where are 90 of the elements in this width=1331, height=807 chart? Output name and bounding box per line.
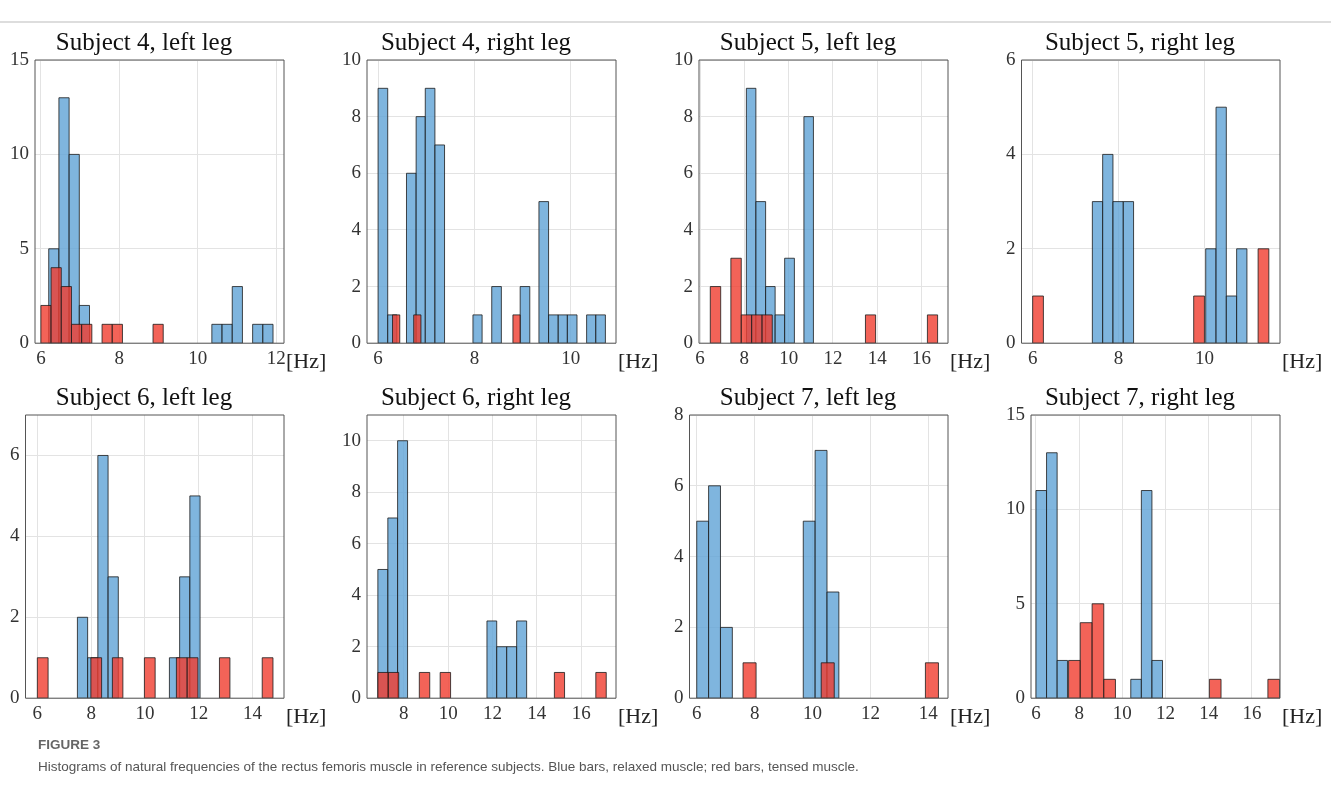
y-tick-label: 6 (674, 473, 684, 495)
chart-title: Subject 6, left leg (55, 382, 233, 410)
chart-title: Subject 6, right leg (380, 382, 572, 410)
x-tick-label: 8 (749, 701, 760, 723)
y-tick-label: 5 (1015, 591, 1025, 613)
x-tick-label: 12 (823, 346, 843, 368)
x-tick-label: 8 (469, 346, 480, 368)
y-tick-label: 10 (342, 47, 361, 69)
x-tick-label: 14 (527, 701, 547, 723)
caption: FIGURE 3 (38, 736, 102, 754)
y-tick-label: 4 (683, 217, 694, 239)
y-tick-label: 0 (351, 331, 361, 353)
y-tick-label: 4 (10, 524, 20, 546)
x-tick-label: 6 (373, 346, 383, 368)
y-tick-label: 6 (10, 443, 20, 465)
x-tick-label: 8 (1074, 701, 1084, 723)
y-tick-label: 8 (351, 480, 361, 502)
x-tick-label: 8 (1113, 346, 1124, 368)
x-axis-title: [Hz] (286, 347, 327, 373)
x-axis-title: [Hz] (1282, 702, 1323, 728)
y-tick-label: 0 (10, 686, 20, 708)
x-axis-title: [Hz] (618, 347, 659, 373)
y-tick-label: 10 (1006, 497, 1025, 519)
x-tick-label: 6 (36, 346, 46, 368)
y-tick-label: 8 (674, 402, 684, 424)
y-tick-label: 2 (1006, 236, 1016, 258)
y-tick-label: 4 (674, 544, 684, 566)
y-tick-label: 2 (674, 615, 684, 637)
x-axis-title: [Hz] (950, 347, 991, 373)
y-tick-label: 6 (683, 161, 693, 183)
x-tick-label: 8 (399, 701, 409, 723)
y-tick-label: 0 (19, 331, 29, 353)
x-tick-label: 12 (860, 701, 880, 723)
x-tick-label: 16 (911, 346, 931, 368)
x-tick-label: 8 (739, 346, 750, 368)
chart-title: Subject 4, right leg (380, 27, 572, 55)
x-tick-label: 14 (867, 346, 888, 368)
y-tick-label: 10 (10, 142, 29, 164)
x-tick-label: 12 (1156, 701, 1176, 723)
y-tick-label: 2 (351, 634, 361, 656)
y-tick-label: 8 (683, 104, 693, 126)
y-tick-label: 4 (351, 217, 362, 239)
y-tick-label: 0 (683, 331, 693, 353)
x-axis-title: [Hz] (618, 702, 659, 728)
x-tick-label: 10 (188, 346, 208, 368)
chart-title: Subject 4, left leg (55, 27, 233, 55)
x-tick-label: 12 (189, 701, 209, 723)
x-tick-label: 6 (1031, 701, 1041, 723)
x-axis-title: [Hz] (1282, 347, 1323, 373)
y-tick-label: 2 (351, 274, 361, 296)
chart-title: Subject 5, right leg (1044, 27, 1236, 55)
x-tick-label: 14 (918, 701, 939, 723)
y-tick-label: 6 (351, 531, 361, 553)
y-tick-label: 10 (342, 428, 361, 450)
y-tick-label: 4 (351, 583, 362, 605)
x-tick-label: 16 (1242, 701, 1262, 723)
x-tick-label: 12 (266, 346, 286, 368)
x-tick-label: 10 (438, 701, 458, 723)
y-tick-label: 2 (683, 274, 693, 296)
y-tick-label: 15 (1006, 402, 1025, 424)
chart-title: Subject 5, left leg (719, 27, 897, 55)
y-tick-label: 0 (1015, 686, 1025, 708)
x-tick-label: 8 (86, 701, 96, 723)
y-tick-label: 2 (10, 605, 20, 627)
x-tick-label: 16 (571, 701, 591, 723)
chart-title: Subject 7, left leg (719, 382, 897, 410)
y-tick-label: 15 (10, 47, 29, 69)
chart-title: Subject 7, right leg (1044, 382, 1236, 410)
y-tick-label: 8 (351, 104, 361, 126)
y-tick-label: 6 (1006, 47, 1016, 69)
y-tick-label: 10 (674, 47, 693, 69)
x-tick-label: 10 (1194, 346, 1214, 368)
x-axis-title: [Hz] (286, 702, 327, 728)
y-tick-label: 0 (674, 686, 684, 708)
x-axis-title: [Hz] (950, 702, 991, 728)
x-tick-label: 10 (1112, 701, 1132, 723)
x-tick-label: 10 (135, 701, 155, 723)
text: Histograms of natural frequencies of the rectus femoris muscle in reference subjects. Blue bars, relaxed muscle; red bars, tensed muscle. (38, 758, 860, 776)
x-tick-label: 10 (779, 346, 799, 368)
x-tick-label: 8 (114, 346, 125, 368)
y-tick-label: 6 (351, 161, 361, 183)
y-tick-label: 4 (1006, 142, 1016, 164)
x-tick-label: 10 (803, 701, 823, 723)
x-tick-label: 14 (243, 701, 263, 723)
y-tick-label: 0 (351, 686, 361, 708)
x-tick-label: 14 (1199, 701, 1219, 723)
x-tick-label: 10 (561, 346, 581, 368)
x-tick-label: 12 (483, 701, 502, 723)
y-tick-label: 0 (1006, 331, 1016, 353)
y-tick-label: 5 (19, 236, 29, 258)
